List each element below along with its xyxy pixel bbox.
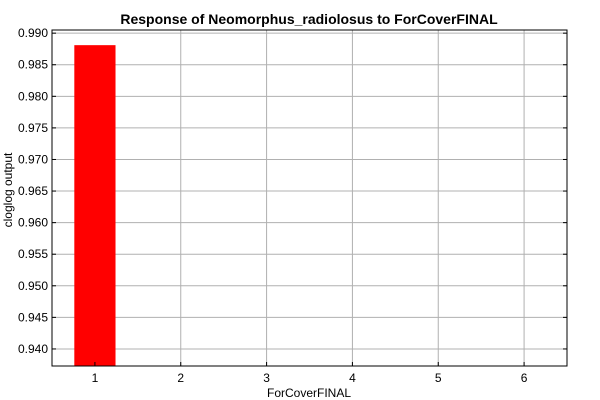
y-axis-ticks: 0.940 0.945 0.950 0.955 0.960 0.965 0.970 0.975… (18, 26, 567, 356)
y-tick-label: 0.950 (18, 279, 48, 293)
x-tick-label: 4 (349, 371, 356, 385)
y-tick-label: 0.965 (18, 184, 48, 198)
plot-frame (51, 29, 568, 367)
bar-1 (74, 45, 116, 366)
x-tick-label: 5 (435, 371, 442, 385)
y-tick-label: 0.980 (18, 89, 48, 103)
x-tick-label: 2 (177, 371, 184, 385)
y-tick-label: 0.945 (18, 310, 48, 324)
y-axis-label: cloglog output (1, 152, 15, 227)
bars (74, 45, 116, 366)
x-tick-label: 3 (263, 371, 270, 385)
y-tick-label: 0.985 (18, 58, 48, 72)
y-tick-label: 0.955 (18, 247, 48, 261)
y-tick-label: 0.990 (18, 26, 48, 40)
y-tick-label: 0.975 (18, 121, 48, 135)
x-axis-ticks: 1 2 3 4 5 6 (92, 362, 528, 385)
y-tick-label: 0.970 (18, 152, 48, 166)
y-tick-label: 0.940 (18, 342, 48, 356)
y-tick-label: 0.960 (18, 216, 48, 230)
x-tick-label: 1 (92, 371, 99, 385)
x-tick-label: 6 (521, 371, 528, 385)
x-axis-label: ForCoverFINAL (267, 386, 351, 400)
chart-title: Response of Neomorphus_radiolosus to For… (120, 11, 498, 27)
grid (52, 30, 567, 366)
